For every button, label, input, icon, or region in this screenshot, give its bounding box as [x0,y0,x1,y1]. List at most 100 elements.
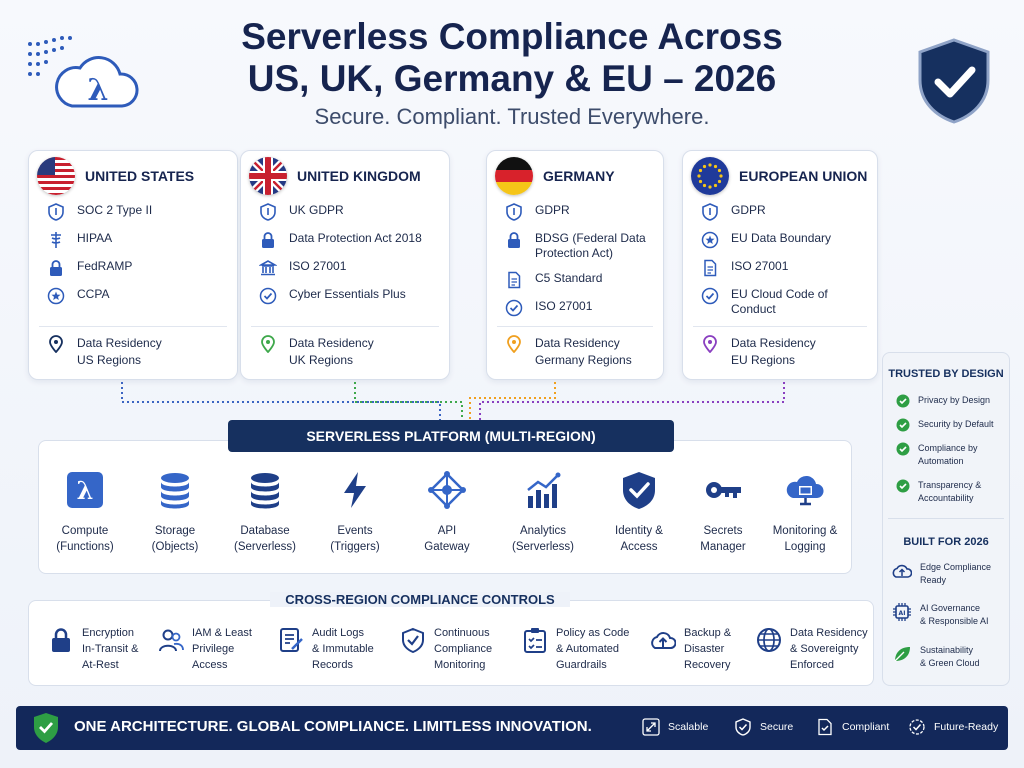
leaf-icon [894,647,910,662]
cloud-upload-icon [651,632,676,649]
footer-banner: ONE ARCHITECTURE. GLOBAL COMPLIANCE. LIM… [16,706,1008,750]
region-card-germany: GERMANY GDPR BDSG (Federal Data Protecti… [486,150,664,380]
caduceus-icon [51,232,61,248]
shield-icon [506,203,522,221]
region-name: EUROPEAN UNION [739,168,868,184]
shield-icon [702,203,718,221]
analytics-chart-icon [527,472,561,508]
service-storage: Storage (Objects) [130,470,220,555]
gear-check-icon [909,719,925,735]
region-connectors [121,382,785,422]
shield-check-icon [402,627,424,653]
service-database: Database (Serverless) [220,470,310,555]
region-name: UNITED KINGDOM [297,168,421,184]
eu-flag-icon [691,157,729,195]
badge-secure: Secure [734,718,793,736]
star-badge-icon [701,231,719,249]
page-subtitle: Secure. Compliant. Trusted Everywhere. [314,104,710,129]
divider [251,326,439,327]
platform-title: SERVERLESS PLATFORM (MULTI-REGION) [228,420,674,452]
star-badge-icon [47,287,65,305]
check-circle-icon [701,287,719,305]
region-card-uk: UNITED KINGDOM UK GDPR Data Protection A… [240,150,450,380]
storage-icon [161,473,189,509]
compliance-item: GDPR [505,203,655,221]
building-icon [259,260,277,276]
location-pin-icon [261,335,275,353]
service-events: Events (Triggers) [310,470,400,555]
document-check-icon [818,718,832,736]
compliance-item: C5 Standard [505,271,655,289]
page-title: Serverless Compliance Across US, UK, Ger… [180,16,844,100]
trusted-item: Transparency & Accountability [896,479,981,505]
trusted-item: Privacy by Design [896,394,990,408]
footer-tagline: ONE ARCHITECTURE. GLOBAL COMPLIANCE. LIM… [74,718,592,735]
check-circle-icon [259,287,277,305]
service-monitoring: Monitoring & Logging [760,470,850,555]
divider [693,326,867,327]
badge-compliant: Compliant [816,718,889,736]
divider [39,326,227,327]
shield-icon [48,203,64,221]
control-backup: Backup & Disaster Recovery [650,625,731,673]
header: λ Serverless Compliance Across US, UK, G… [0,0,1024,140]
document-icon [704,259,717,277]
document-icon [508,271,521,289]
location-pin-icon [703,335,717,353]
control-monitoring: Continuous Compliance Monitoring [400,625,492,673]
compliance-item: ISO 27001 [259,259,441,277]
data-residency: Data Residency EU Regions [701,335,816,369]
data-residency: Data Residency UK Regions [259,335,374,369]
compliance-item: CCPA [47,287,229,305]
control-iam: IAM & Least Privilege Access [158,625,252,673]
compliance-item: UK GDPR [259,203,441,221]
compliance-item: GDPR [701,203,869,221]
title-line-2: US, UK, Germany & EU – 2026 [247,58,777,99]
shield-icon [260,203,276,221]
clipboard-check-icon [524,628,546,653]
badge-scalable: Scalable [642,718,708,736]
compliance-item: ISO 27001 [505,299,655,317]
lock-icon [50,260,62,276]
compliance-item: BDSG (Federal Data Protection Act) [505,231,655,261]
shield-check-icon [735,718,751,736]
divider [888,518,1004,519]
compliance-item: SOC 2 Type II [47,203,229,221]
built-item: Edge Compliance Ready [892,561,991,587]
shield-check-icon [918,38,990,124]
lock-icon [52,628,70,652]
control-audit-logs: Audit Logs & Immutable Records [278,625,374,673]
check-circle-icon [896,394,910,408]
service-compute: λ Compute (Functions) [40,470,130,555]
region-name: UNITED STATES [85,168,195,184]
svg-text:λ: λ [87,73,108,108]
compliance-item: FedRAMP [47,259,229,277]
lock-icon [508,232,520,248]
built-item: AI AI Governance & Responsible AI [892,602,989,628]
service-api-gateway: API Gateway [402,470,492,555]
expand-icon [642,718,660,736]
trusted-by-design-heading: TRUSTED BY DESIGN [888,368,1004,380]
controls-title: CROSS-REGION COMPLIANCE CONTROLS [270,592,570,607]
lightning-icon [344,472,366,508]
ai-chip-icon: AI [893,603,911,621]
lambda-icon: λ [67,472,103,508]
control-policy-as-code: Policy as Code & Automated Guardrails [522,625,629,673]
region-name: GERMANY [543,168,615,184]
location-pin-icon [49,335,63,353]
users-icon [159,629,184,652]
lock-icon [262,232,274,248]
compliance-item: Data Protection Act 2018 [259,231,441,249]
side-panel [882,352,1010,686]
cloud-monitor-icon [786,475,824,506]
compliance-item: ISO 27001 [701,259,869,277]
database-icon [251,473,279,509]
compliance-item: HIPAA [47,231,229,249]
shield-check-icon [623,472,655,509]
built-for-2026-heading: BUILT FOR 2026 [903,536,989,548]
title-line-1: Serverless Compliance Across [241,16,783,57]
svg-text:AI: AI [899,610,906,617]
svg-text:λ: λ [77,476,94,505]
check-circle-icon [505,299,523,317]
badge-future-ready: Future-Ready [908,718,998,736]
